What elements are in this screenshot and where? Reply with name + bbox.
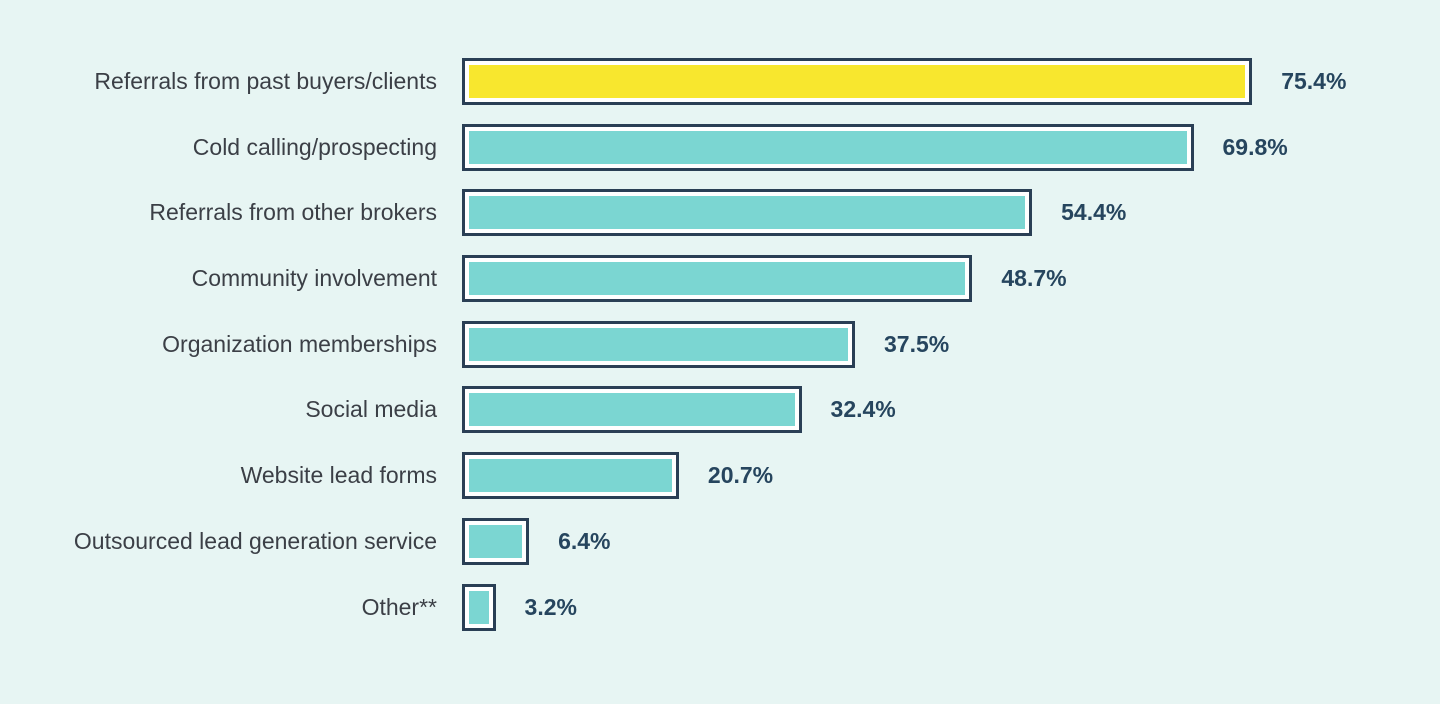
chart-row: Cold calling/prospecting 69.8% [0,123,1440,171]
bar-fill [469,459,672,493]
chart-row: Other** 3.2% [0,583,1440,631]
bar-fill [469,130,1187,164]
bar-fill [469,524,523,558]
bar-fill [469,590,489,624]
category-label: Referrals from past buyers/clients [94,68,437,94]
category-label: Outsourced lead generation service [73,527,437,554]
category-label: Organization memberships [162,330,437,357]
chart-row: Organization memberships 37.5% [0,320,1440,368]
bar-fill [469,262,966,296]
bar [462,189,1033,237]
bar-fill [469,196,1026,230]
value-label: 48.7% [1001,265,1067,292]
category-label: Social media [305,396,437,423]
bar [462,123,1194,171]
bar-fill [469,327,848,361]
category-label: Website lead forms [240,462,437,489]
chart-row: Referrals from past buyers/clients 75.4% [0,58,1440,105]
chart-row: Outsourced lead generation service 6.4% [0,517,1440,565]
bar [462,583,496,631]
bar [462,58,1253,105]
category-label: Cold calling/prospecting [192,133,437,160]
bar [462,320,855,368]
bar [462,452,679,500]
chart-row: Referrals from other brokers 54.4% [0,189,1440,237]
category-label: Referrals from other brokers [149,199,437,226]
bar [462,255,973,303]
category-label: Other** [361,593,437,620]
chart-row: Community involvement 48.7% [0,255,1440,303]
value-label: 69.8% [1222,133,1288,160]
chart-row: Social media 32.4% [0,386,1440,434]
value-label: 32.4% [830,396,896,423]
bar-fill [469,393,795,427]
chart-row: Website lead forms 20.7% [0,452,1440,500]
category-label: Community involvement [191,265,437,292]
bar-fill [469,65,1246,98]
value-label: 75.4% [1281,68,1347,94]
value-label: 6.4% [558,527,611,554]
value-label: 3.2% [524,593,577,620]
value-label: 37.5% [884,330,950,357]
bar [462,386,802,434]
bar [462,517,530,565]
value-label: 20.7% [707,462,774,489]
value-label: 54.4% [1061,199,1127,226]
